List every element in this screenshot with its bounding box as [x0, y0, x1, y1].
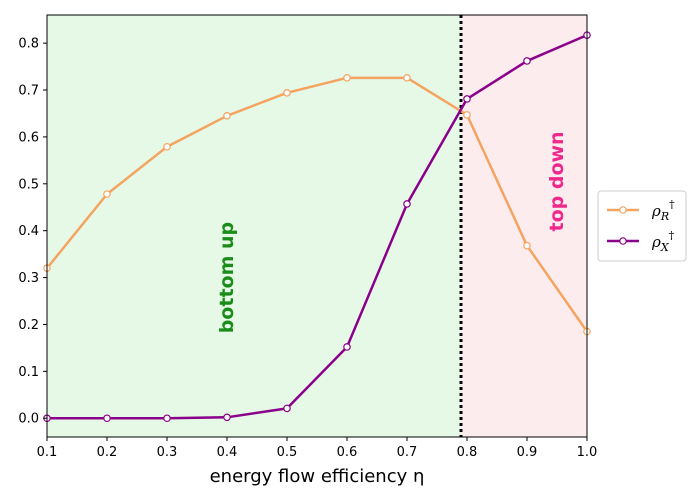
series-0-point — [463, 111, 471, 119]
x-axis: 0.1 0.2 0.3 0.4 0.5 0.6 0.7 0.8 0.9 1.0 — [37, 437, 598, 460]
series-1-point — [403, 200, 411, 208]
region-1-label: top down — [546, 131, 568, 231]
y-tick-label: 0.6 — [18, 130, 39, 145]
y-tick-label: 0.3 — [18, 271, 39, 286]
series-0-line — [46, 76, 589, 333]
series-1-point — [103, 414, 111, 423]
y-tick-label: 0.4 — [18, 224, 39, 239]
series-0-point — [163, 142, 171, 151]
legend-entry-0: ρR† — [651, 198, 675, 223]
series-1-point — [223, 413, 231, 422]
series-1-line — [47, 34, 588, 420]
series-0-point — [103, 190, 111, 198]
plot-frame — [46, 14, 588, 438]
legend-entry-1: ρX† — [651, 229, 675, 254]
x-tick-label: 0.1 — [37, 445, 58, 460]
x-tick-label: 0.6 — [337, 445, 358, 460]
series-0-point — [343, 74, 351, 82]
region-1-background — [461, 15, 587, 437]
x-tick-label: 0.2 — [97, 445, 118, 460]
legend: ρR† ρX† — [597, 190, 687, 262]
y-axis: 0.0 0.1 0.2 0.3 0.4 0.5 0.6 0.7 0.8 — [18, 37, 47, 427]
x-tick-label: 0.9 — [517, 445, 538, 460]
series-0-point — [523, 241, 531, 250]
x-tick-label: 0.7 — [397, 445, 418, 460]
series-0-point — [403, 74, 411, 82]
y-tick-label: 0.8 — [18, 37, 39, 52]
y-tick-label: 0.7 — [18, 84, 39, 99]
region-labels: bottom up top down — [216, 131, 568, 333]
series-1-point — [523, 57, 531, 65]
legend-swatch-marker — [619, 206, 627, 214]
x-axis-label: energy flow efficiency η — [210, 466, 425, 487]
legend-swatch-marker — [619, 237, 627, 245]
x-tick-label: 0.3 — [157, 445, 178, 460]
region-0-background — [47, 15, 461, 437]
y-tick-label: 0.2 — [18, 318, 39, 333]
background-regions — [47, 15, 587, 437]
x-tick-label: 0.8 — [457, 445, 478, 460]
series-0-point — [223, 112, 231, 120]
series-0-point — [283, 89, 291, 97]
x-tick-label: 1.0 — [577, 445, 598, 460]
series-1-point — [343, 343, 351, 351]
region-0-label: bottom up — [216, 222, 238, 333]
series-1-point — [163, 414, 171, 423]
y-tick-label: 0.0 — [18, 412, 39, 427]
x-tick-label: 0.4 — [217, 445, 238, 460]
y-tick-label: 0.1 — [18, 365, 39, 380]
x-tick-label: 0.5 — [277, 445, 298, 460]
series-1-point — [283, 404, 291, 413]
series-group — [43, 31, 591, 423]
series-1-point — [463, 95, 471, 103]
y-tick-label: 0.5 — [18, 177, 39, 192]
